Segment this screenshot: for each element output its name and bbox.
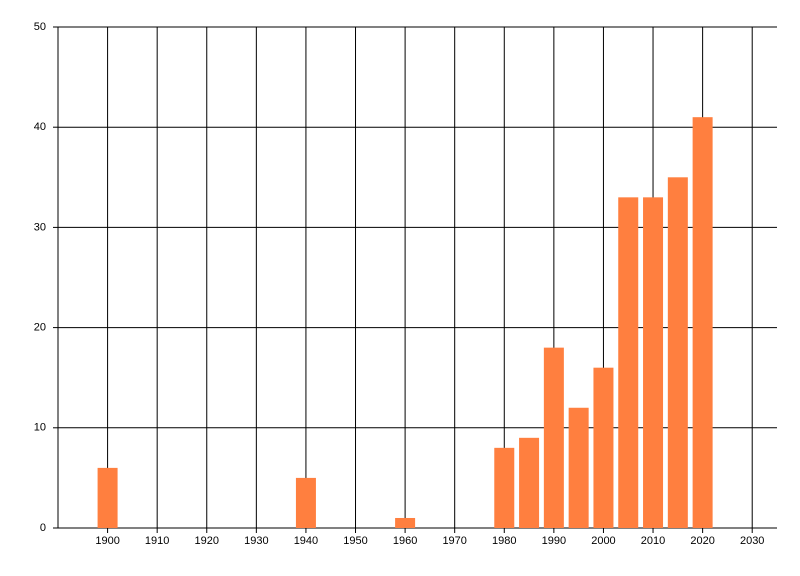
bar xyxy=(667,177,688,529)
bar xyxy=(568,407,589,528)
x-tick-label: 1940 xyxy=(294,535,318,547)
bar xyxy=(692,117,713,529)
x-tick-label: 2010 xyxy=(641,535,665,547)
bar xyxy=(395,517,416,528)
y-tick-label: 10 xyxy=(34,422,46,434)
y-tick-label: 20 xyxy=(34,322,46,334)
bar xyxy=(295,477,316,528)
x-tick-label: 2030 xyxy=(740,535,764,547)
bar xyxy=(97,467,118,528)
bar xyxy=(543,347,564,528)
x-tick-label: 1900 xyxy=(95,535,119,547)
y-tick-label: 0 xyxy=(40,522,46,534)
x-tick-label: 1980 xyxy=(492,535,516,547)
x-tick-label: 2020 xyxy=(690,535,714,547)
y-tick-label: 40 xyxy=(34,121,46,133)
x-tick-label: 1970 xyxy=(442,535,466,547)
x-tick-label: 1910 xyxy=(145,535,169,547)
y-tick-label: 50 xyxy=(34,21,46,33)
x-tick-label: 2000 xyxy=(591,535,615,547)
x-tick-label: 1950 xyxy=(343,535,367,547)
bar xyxy=(494,447,515,528)
bar xyxy=(519,437,540,528)
x-tick-label: 1920 xyxy=(195,535,219,547)
bar xyxy=(618,197,639,528)
x-tick-label: 1960 xyxy=(393,535,417,547)
bar xyxy=(593,367,614,528)
y-tick-label: 30 xyxy=(34,221,46,233)
x-tick-label: 1990 xyxy=(542,535,566,547)
x-tick-label: 1930 xyxy=(244,535,268,547)
bar xyxy=(643,197,664,528)
